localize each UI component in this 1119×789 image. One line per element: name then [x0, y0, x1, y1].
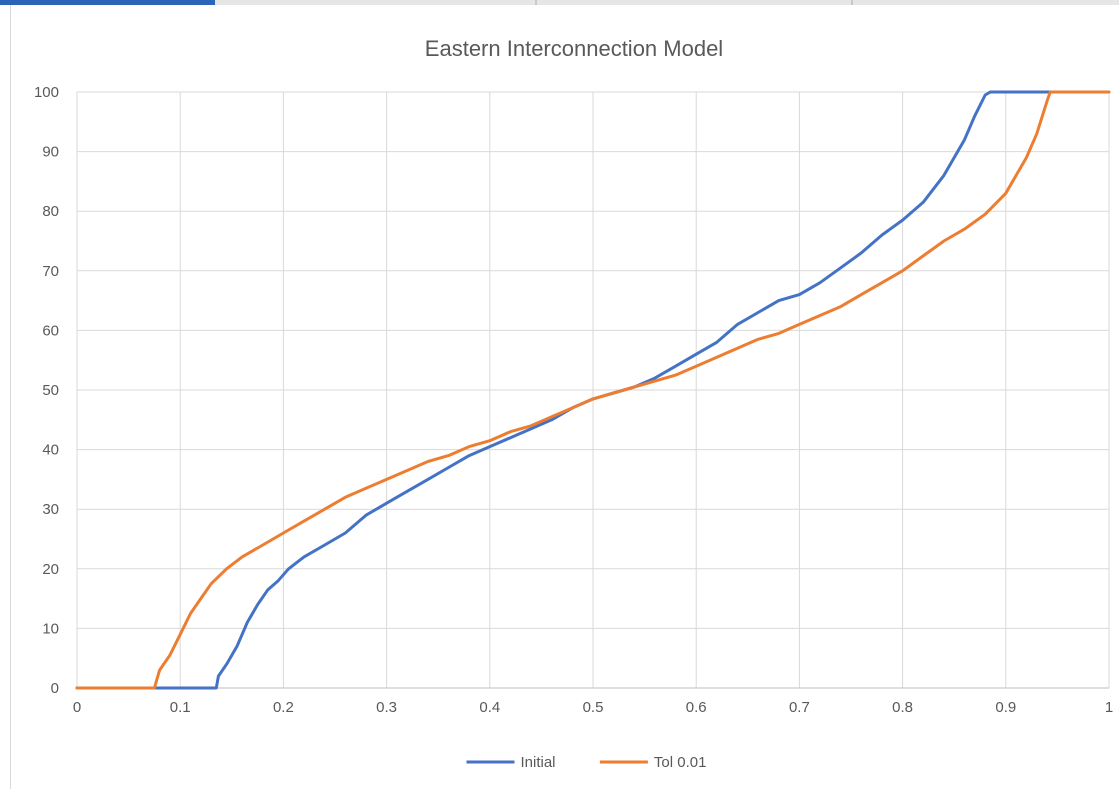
legend[interactable]: Initial Tol 0.01	[466, 754, 707, 771]
series-group	[75, 90, 1111, 690]
sheet-tab-strip	[0, 0, 1119, 5]
x-tick-label: 0.5	[583, 699, 604, 716]
y-tick-label: 60	[42, 322, 59, 339]
y-tick-label: 10	[42, 620, 59, 637]
y-tick-label: 30	[42, 501, 59, 518]
series-line-tol-0-01	[75, 90, 1111, 690]
x-tick-label: 0.2	[273, 699, 294, 716]
gridlines	[76, 91, 1110, 689]
y-tick-label: 20	[42, 561, 59, 578]
sheet-tab-divider	[851, 0, 853, 5]
y-tick-label: 80	[42, 203, 59, 220]
x-tick-label: 0.3	[376, 699, 397, 716]
legend-label: Initial	[521, 754, 556, 771]
chart-title: Eastern Interconnection Model	[425, 36, 723, 61]
chart-area[interactable]: Eastern Interconnection Model 0 0.1 0.2 0.3…	[10, 5, 1119, 789]
x-tick-label: 0.7	[789, 699, 810, 716]
sheet-tab-active[interactable]	[0, 0, 215, 5]
sheet-tab-divider	[535, 0, 537, 5]
x-tick-label: 1	[1105, 699, 1113, 716]
x-tick-label: 0.6	[686, 699, 707, 716]
x-tick-label: 0.9	[995, 699, 1016, 716]
x-tick-label: 0	[73, 699, 81, 716]
y-tick-label: 90	[42, 144, 59, 161]
x-tick-label: 0.4	[479, 699, 500, 716]
y-tick-label: 0	[51, 680, 59, 697]
x-tick-label: 0.8	[892, 699, 913, 716]
line-chart: Eastern Interconnection Model 0 0.1 0.2 0.3…	[34, 36, 1113, 771]
y-tick-label: 70	[42, 263, 59, 280]
axes: 0 0.1 0.2 0.3 0.4 0.5 0.6 0.7 0.8 0.9 101020304050…	[34, 84, 1113, 716]
y-tick-label: 100	[34, 84, 59, 101]
legend-label: Tol 0.01	[654, 754, 707, 771]
y-tick-label: 40	[42, 442, 59, 459]
y-tick-label: 50	[42, 382, 59, 399]
x-tick-label: 0.1	[170, 699, 191, 716]
